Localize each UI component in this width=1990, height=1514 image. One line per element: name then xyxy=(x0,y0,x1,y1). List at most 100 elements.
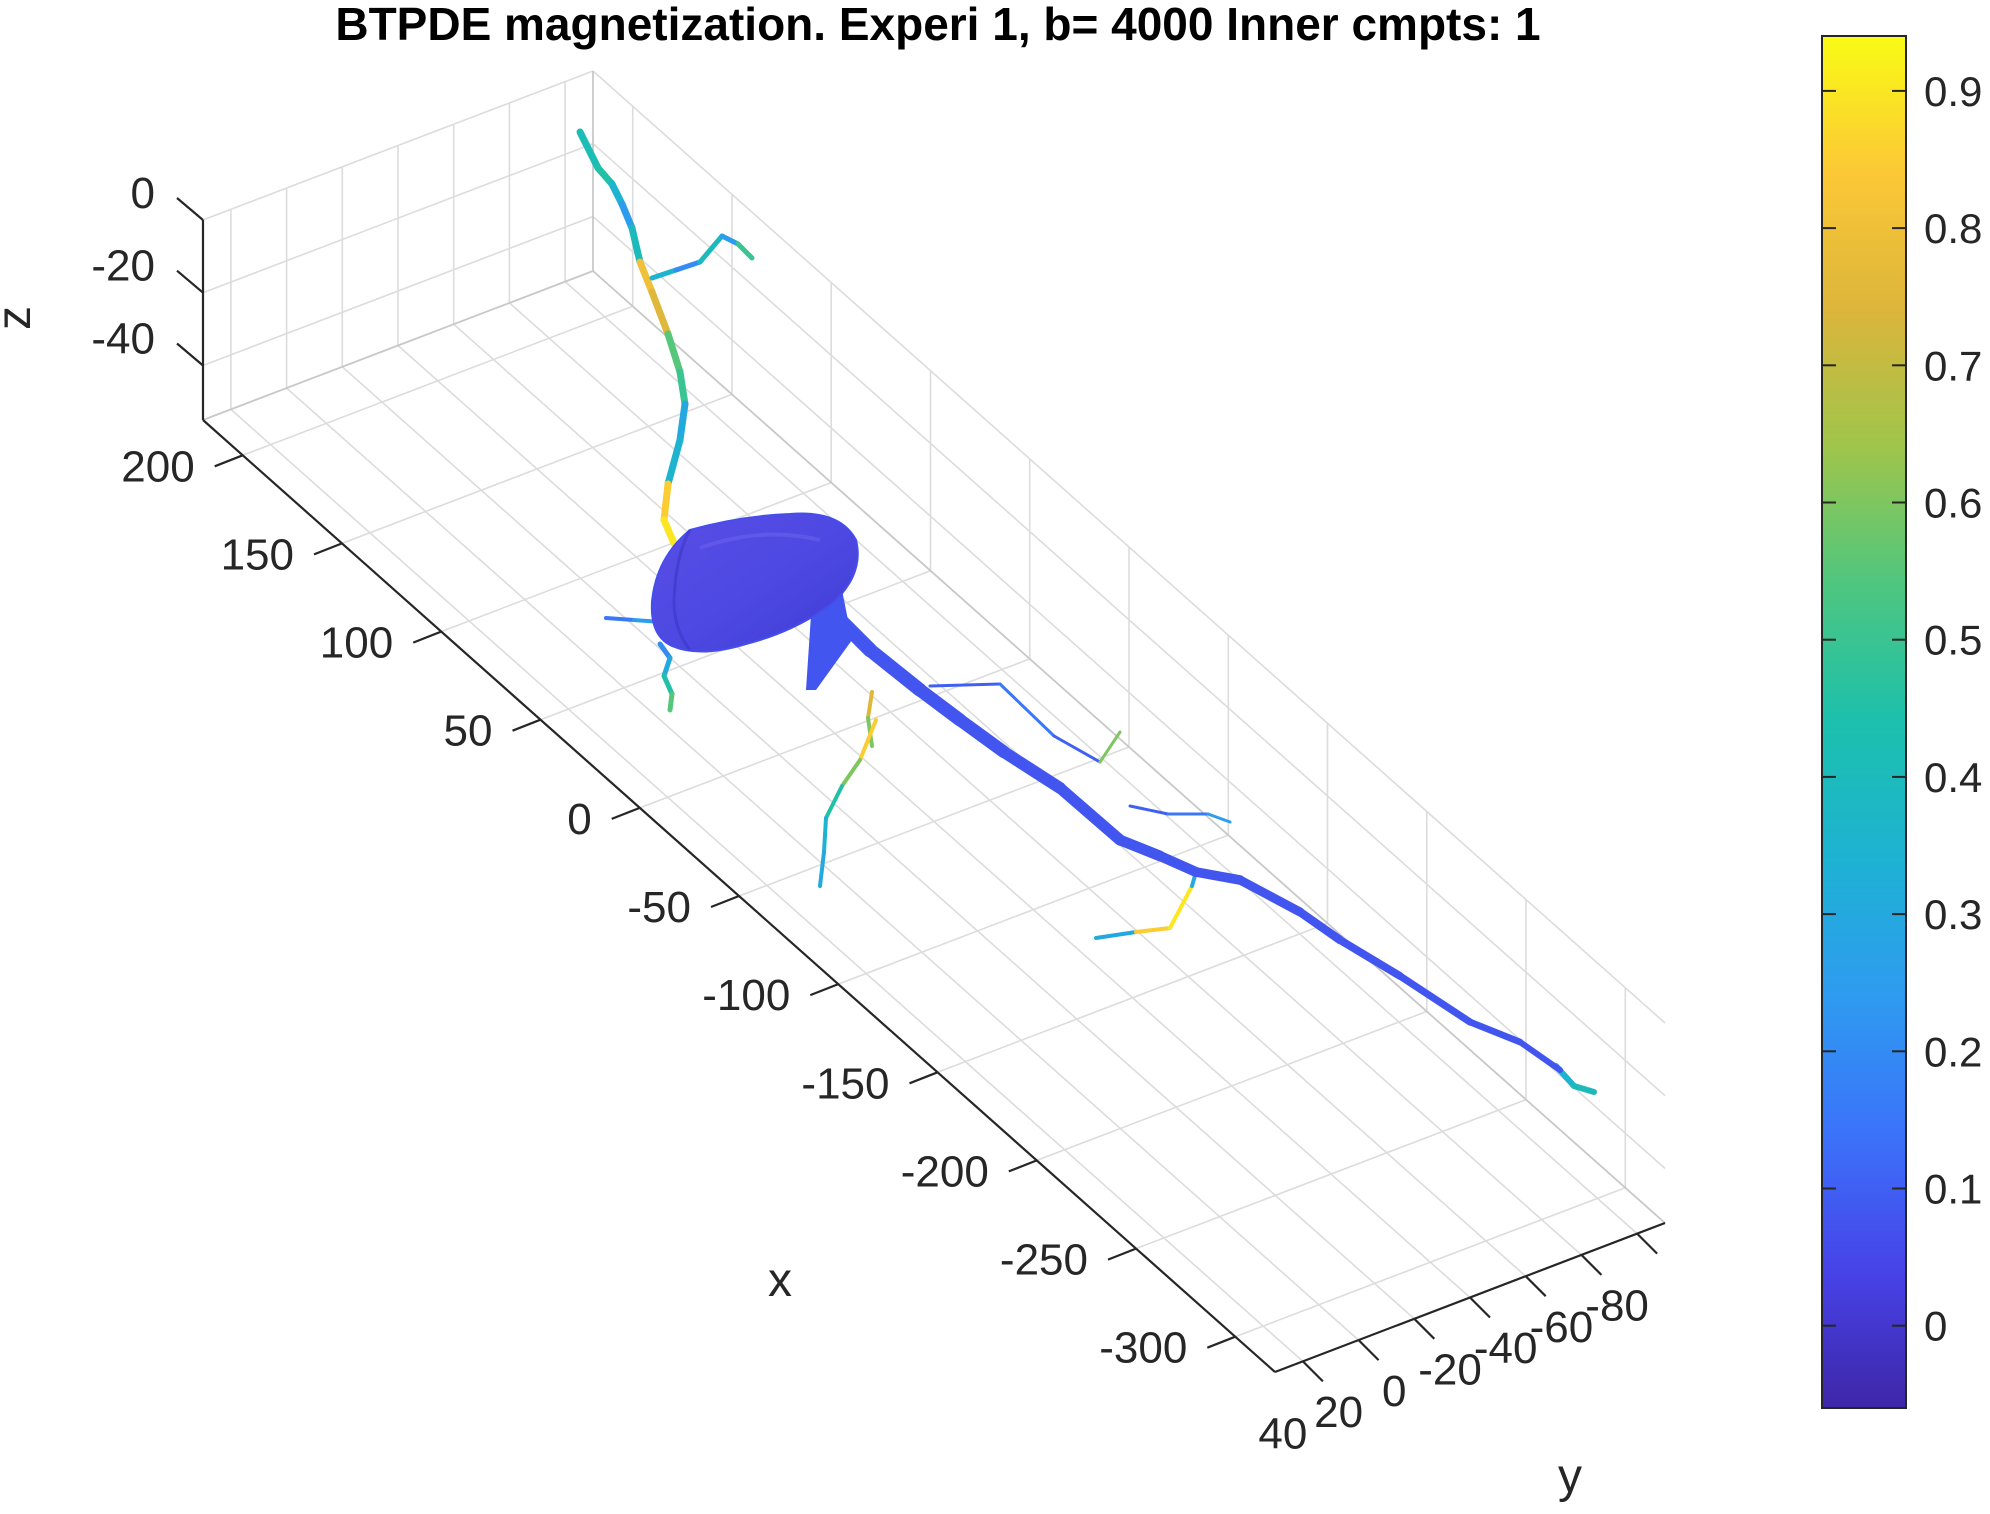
mid-branch-2 xyxy=(822,816,828,854)
y-axis-label: y xyxy=(1558,1450,1582,1503)
x-tick xyxy=(1107,1247,1137,1261)
grid-line xyxy=(397,344,1471,1299)
colorbar-tick-label: 0.5 xyxy=(1924,617,1982,664)
left-lower-branch xyxy=(657,641,673,661)
top-dendrite xyxy=(660,480,672,524)
colorbar-tick-label: 0.8 xyxy=(1924,205,1982,252)
x-tick-label: -50 xyxy=(627,883,691,932)
y-tick-label: -40 xyxy=(1474,1324,1538,1373)
main-dendrite xyxy=(998,746,1066,794)
top-dendrite xyxy=(618,200,636,232)
right-branch-1 xyxy=(998,682,1056,738)
top-dendrite xyxy=(576,128,602,172)
tick-marks xyxy=(176,197,1658,1383)
main-dendrite xyxy=(953,713,1011,759)
main-dendrite xyxy=(1114,834,1166,862)
lower-branch xyxy=(1134,926,1172,934)
y-tick-label: -60 xyxy=(1530,1303,1594,1352)
x-tick xyxy=(214,454,244,468)
left-lower-branch xyxy=(661,673,675,697)
z-tick-label: -40 xyxy=(91,315,155,364)
x-tick xyxy=(1008,1159,1038,1173)
main-dendrite xyxy=(863,643,927,697)
soma-highlight xyxy=(699,532,821,550)
colorbar: 0 0.1 0.2 0.3 0.4 0.5 0.6 0.7 0.8 0.9 xyxy=(1821,35,1982,1409)
right-branch-2 xyxy=(1206,812,1232,824)
x-tick-label: 150 xyxy=(221,530,294,579)
colorbar-tick-label: 0 xyxy=(1924,1303,1947,1350)
main-dendrite xyxy=(1396,972,1474,1026)
y-tick xyxy=(1357,1339,1380,1361)
grid-line xyxy=(592,215,1666,1170)
x-tick-label: 200 xyxy=(121,442,194,491)
top-dendrite xyxy=(628,224,644,266)
colorbar-tick-label: 0.4 xyxy=(1924,754,1982,801)
x-tick xyxy=(809,983,839,997)
main-dendrite xyxy=(1295,907,1345,945)
y-tick xyxy=(1302,1360,1324,1383)
top-dendrite xyxy=(664,330,684,376)
top-dendrite xyxy=(664,436,684,488)
left-upper-branch xyxy=(604,616,636,622)
colorbar-tick-label: 0.9 xyxy=(1924,68,1982,115)
mid-branch-1 xyxy=(866,690,874,720)
colorbar-tick-label: 0.1 xyxy=(1924,1166,1982,1213)
grid-line xyxy=(564,281,1638,1235)
y-tick xyxy=(1524,1275,1547,1297)
grid-edge xyxy=(202,270,594,421)
z-tick xyxy=(176,269,204,294)
main-dendrite xyxy=(1191,867,1245,885)
lower-branch xyxy=(1168,884,1194,930)
top-side-branch xyxy=(697,233,725,265)
main-dendrite xyxy=(1054,782,1126,846)
top-dendrite xyxy=(676,400,689,444)
soma-edge xyxy=(672,529,692,651)
main-dendrite xyxy=(1235,875,1305,917)
z-axis-label: z xyxy=(0,306,41,330)
lower-branch xyxy=(1094,930,1138,940)
colorbar-gradient xyxy=(1821,35,1907,1409)
x-tick-label: 0 xyxy=(567,795,591,844)
grid-line xyxy=(202,142,594,294)
colorbar-ticks: 0 0.1 0.2 0.3 0.4 0.5 0.6 0.7 0.8 0.9 xyxy=(1822,68,1982,1350)
x-tick-label: -250 xyxy=(1000,1236,1088,1285)
soma-neck xyxy=(806,590,852,690)
z-tick-label: 0 xyxy=(131,169,155,218)
top-dendrite xyxy=(648,288,672,338)
neuron-surface xyxy=(576,128,1597,1095)
y-tick-label: 20 xyxy=(1314,1388,1363,1437)
y-tick xyxy=(1469,1296,1491,1319)
x-tick xyxy=(710,894,740,909)
x-axis-label: x xyxy=(768,1254,792,1307)
top-dendrite xyxy=(636,258,656,296)
grid-line xyxy=(202,70,594,221)
x-tick-label: 50 xyxy=(444,707,493,756)
grid-line xyxy=(453,323,1527,1277)
z-tick-label: -20 xyxy=(91,242,155,291)
right-branch-1 xyxy=(928,682,1002,688)
dendrite-tip xyxy=(1571,1083,1597,1095)
mid-branch-2 xyxy=(824,784,844,820)
mid-branch-2 xyxy=(858,718,878,762)
top-dendrite xyxy=(608,180,626,208)
grid-line xyxy=(230,408,1304,1362)
top-side-branch xyxy=(673,259,703,273)
grid-line xyxy=(592,70,1666,1024)
mid-branch-2 xyxy=(840,758,862,788)
x-tick xyxy=(313,542,343,556)
top-side-branch xyxy=(719,233,741,247)
grid-line xyxy=(202,215,594,367)
main-dendrite xyxy=(913,683,967,727)
x-tick xyxy=(412,630,442,644)
x-tick xyxy=(909,1071,938,1085)
grid-edge xyxy=(592,270,1666,1224)
x-tick-label: -200 xyxy=(901,1147,989,1196)
x-tick xyxy=(512,718,541,732)
y-tick-label: -20 xyxy=(1418,1346,1482,1395)
y-tick-label: 40 xyxy=(1258,1409,1307,1458)
chart-title: BTPDE magnetization. Experi 1, b= 4000 I… xyxy=(335,0,1540,50)
y-tick xyxy=(1636,1232,1658,1255)
main-dendrite xyxy=(1517,1039,1563,1073)
right-branch-2 xyxy=(1128,804,1170,816)
x-tick xyxy=(611,806,641,820)
